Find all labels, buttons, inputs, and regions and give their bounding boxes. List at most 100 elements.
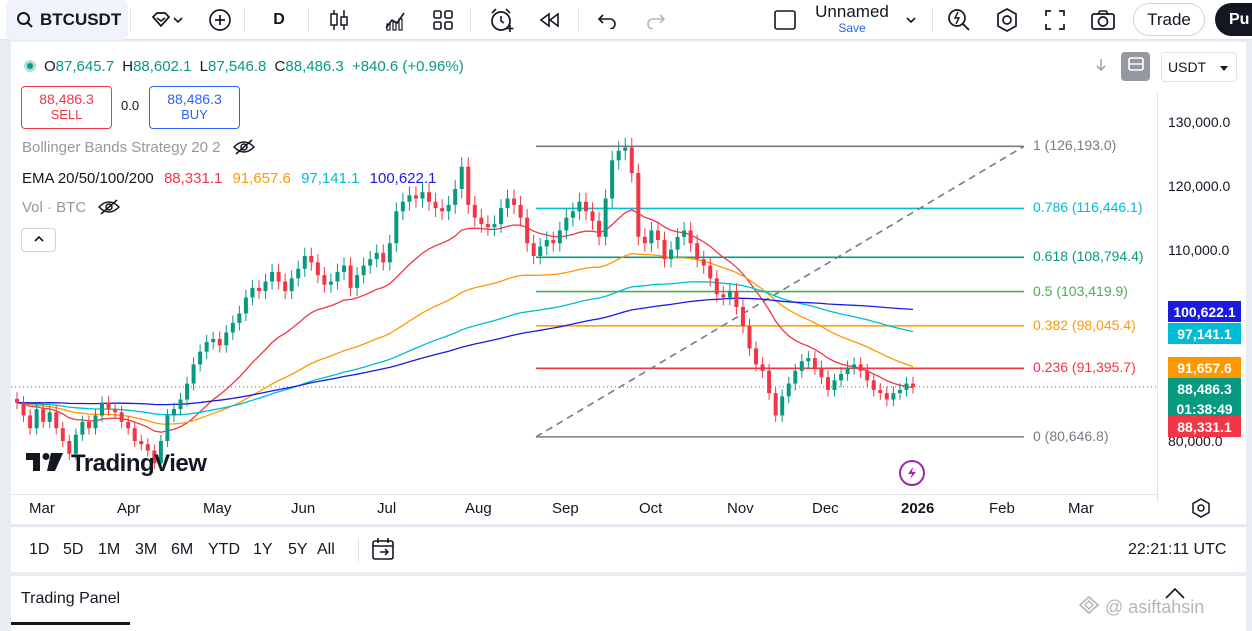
- trade-button[interactable]: Trade: [1133, 3, 1205, 36]
- layout-checkbox[interactable]: [770, 0, 800, 40]
- undo-button[interactable]: [591, 0, 623, 40]
- candle-body: [237, 313, 242, 323]
- bb-indicator-legend[interactable]: Bollinger Bands Strategy 20 2: [22, 139, 255, 159]
- indicators-button[interactable]: [378, 0, 412, 40]
- layout-name-button[interactable]: Unnamed Save: [808, 2, 896, 38]
- bottom-toolbar: 1D 5D 1M 3M 6M YTD 1Y 5Y All 22:21:11 UTC: [11, 526, 1246, 572]
- trading-panel-tab[interactable]: Trading Panel: [11, 576, 131, 625]
- candle-body: [302, 255, 307, 269]
- axis-settings-button[interactable]: [1191, 498, 1213, 520]
- candle-body: [400, 201, 405, 212]
- range-button-6m[interactable]: 6M: [171, 541, 194, 558]
- collapse-legend-button[interactable]: [21, 228, 56, 252]
- utc-clock[interactable]: 22:21:11 UTC: [1128, 541, 1227, 558]
- candle-body: [819, 367, 824, 378]
- compare-button[interactable]: [138, 0, 196, 40]
- time-axis-label: Sep: [552, 500, 579, 517]
- object-tree-button[interactable]: [1121, 52, 1150, 81]
- candle-body: [498, 208, 503, 225]
- candle-body: [884, 393, 889, 400]
- redo-icon: [645, 11, 667, 29]
- range-button-1d[interactable]: 1D: [29, 541, 50, 558]
- price-chart[interactable]: [11, 42, 1246, 524]
- fib-level-label: 0.236 (91,395.7): [1033, 359, 1136, 376]
- chart-panel[interactable]: O87,645.7 H88,602.1 L87,546.8 C 88,486.3 …: [11, 42, 1246, 524]
- collapse-panel-button[interactable]: [1164, 586, 1190, 610]
- indicators-icon: [383, 8, 407, 32]
- candle-body: [21, 402, 26, 416]
- time-axis-label: Apr: [117, 500, 141, 517]
- replay-button[interactable]: [533, 0, 567, 40]
- range-button-ytd[interactable]: YTD: [208, 541, 240, 558]
- events-flash-icon[interactable]: [899, 460, 925, 486]
- candle-body: [178, 399, 183, 410]
- candle-body: [669, 249, 674, 260]
- symbol-search-button[interactable]: BTCUSDT: [6, 0, 128, 40]
- redo-button[interactable]: [640, 0, 672, 40]
- candle-body: [165, 415, 170, 441]
- eye-off-icon[interactable]: [98, 199, 121, 219]
- time-axis[interactable]: [11, 494, 1157, 524]
- candle-body: [466, 166, 471, 205]
- candle-body: [845, 367, 850, 375]
- fib-level-label: 0.786 (116,446.1): [1033, 199, 1143, 216]
- date-range-button[interactable]: [371, 537, 399, 563]
- publish-button[interactable]: Pu: [1215, 3, 1252, 36]
- alert-clock-icon: [489, 7, 515, 33]
- candle-body: [505, 198, 510, 209]
- ema-indicator-legend[interactable]: EMA 20/50/100/200 88,331.1 91,657.6 97,1…: [22, 170, 436, 187]
- candle-body: [459, 166, 464, 189]
- volume-indicator-legend[interactable]: Vol · BTC: [22, 199, 121, 219]
- range-button-5d[interactable]: 5D: [63, 541, 84, 558]
- price-axis[interactable]: [1157, 92, 1246, 502]
- candle-body: [328, 281, 333, 285]
- candle-body: [551, 240, 556, 244]
- chevron-up-icon: [33, 231, 45, 249]
- range-button-5y[interactable]: 5Y: [288, 541, 308, 558]
- candle-body: [557, 230, 562, 244]
- candle-body: [270, 271, 275, 282]
- time-axis-label: Oct: [639, 500, 663, 517]
- calendar-goto-icon: [371, 538, 397, 565]
- divider: [244, 8, 245, 32]
- fullscreen-button[interactable]: [1038, 0, 1072, 40]
- range-button-3m[interactable]: 3M: [135, 541, 158, 558]
- buy-button[interactable]: 88,486.3 BUY: [149, 86, 240, 129]
- candle-body: [688, 230, 693, 244]
- candle-body: [322, 275, 327, 285]
- snapshot-button[interactable]: [1086, 0, 1120, 40]
- settings-button[interactable]: [990, 0, 1024, 40]
- chevron-down-icon: [905, 15, 917, 25]
- candle-body: [139, 441, 144, 445]
- candle-body: [780, 396, 785, 416]
- low-value: 87,546.8: [207, 58, 267, 75]
- interval-button[interactable]: D: [273, 11, 285, 28]
- sell-button[interactable]: 88,486.3 SELL: [21, 86, 112, 129]
- quick-search-button[interactable]: [942, 0, 976, 40]
- candle-body: [348, 265, 353, 288]
- ema-20-line: [16, 209, 914, 433]
- scroll-down-button[interactable]: [1091, 57, 1111, 77]
- layout-save-status: Save: [838, 21, 866, 35]
- range-button-1m[interactable]: 1M: [98, 541, 121, 558]
- candle-body: [86, 421, 91, 429]
- open-label: O: [44, 58, 56, 75]
- chevron-down-icon: [172, 15, 184, 25]
- eye-off-icon[interactable]: [232, 139, 255, 159]
- range-button-1y[interactable]: 1Y: [253, 541, 273, 558]
- range-button-all[interactable]: All: [317, 541, 335, 558]
- candle-body: [335, 271, 340, 282]
- symbol-status-dot: [24, 60, 36, 72]
- candle-body: [283, 281, 288, 292]
- candle-body: [296, 268, 301, 279]
- layout-menu-button[interactable]: [900, 0, 922, 40]
- add-symbol-button[interactable]: [203, 0, 237, 40]
- time-axis-label: Nov: [727, 500, 754, 517]
- templates-button[interactable]: [426, 0, 460, 40]
- chart-type-button[interactable]: [322, 0, 356, 40]
- alert-button[interactable]: [484, 0, 520, 40]
- fib-trend-line[interactable]: [535, 145, 1025, 438]
- candle-body: [355, 275, 360, 288]
- price-axis-tag: 100,622.1: [1168, 301, 1241, 322]
- currency-select[interactable]: USDT: [1161, 52, 1237, 82]
